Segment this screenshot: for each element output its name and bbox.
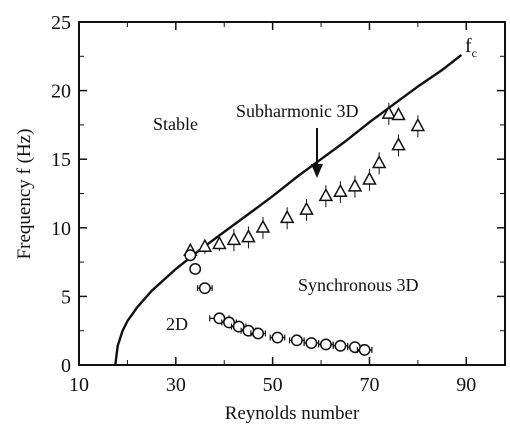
y-axis-title: Frequency f (Hz): [14, 129, 35, 260]
triangle-point-synchronous-3d: [197, 238, 213, 252]
circle-point-2d: [319, 338, 332, 351]
circle-point-2d: [271, 331, 284, 344]
critical-frequency-curve: [114, 53, 463, 366]
y-tick-label-0: 0: [61, 355, 71, 377]
synchronous-label: Synchronous 3D: [298, 275, 419, 295]
stable-label: Stable: [153, 114, 198, 134]
triangle-point-synchronous-3d: [212, 235, 227, 250]
fc-label-sub: c: [472, 46, 477, 60]
circle-point-2d: [242, 324, 255, 337]
x-tick-label-70: 70: [359, 374, 379, 396]
x-tick-label-90: 90: [456, 374, 476, 396]
y-tick-label-5: 5: [61, 286, 71, 308]
y-tick-label-20: 20: [51, 81, 71, 103]
triangle-point-synchronous-3d: [381, 105, 397, 119]
y-tick-label-15: 15: [51, 149, 71, 171]
plot-frame: [78, 21, 506, 366]
circle-point-2d: [334, 339, 347, 352]
circle-point-2d: [348, 341, 361, 354]
circle-point-2d: [198, 282, 211, 295]
y-tick-label-10: 10: [51, 218, 71, 240]
marker-layer: [183, 102, 426, 356]
x-tick-label-10: 10: [69, 374, 89, 396]
fc-label: fc: [465, 35, 477, 60]
triangle-point-synchronous-3d: [318, 187, 334, 202]
circle-point-2d: [184, 249, 197, 262]
triangle-point-synchronous-3d: [371, 154, 387, 169]
circle-point-2d: [290, 334, 303, 347]
ticks-layer: 10 30 50 70 90 0 5 10 15 20 25: [51, 12, 505, 396]
y-tick-label-25: 25: [51, 12, 71, 34]
triangle-point-synchronous-3d: [347, 178, 363, 192]
arrow-head: [311, 164, 323, 178]
circle-point-2d: [189, 263, 202, 275]
x-tick-label-50: 50: [263, 374, 283, 396]
triangle-point-synchronous-3d: [333, 183, 348, 198]
triangle-point-synchronous-3d: [255, 219, 271, 233]
triangle-point-synchronous-3d: [226, 231, 242, 246]
triangle-point-synchronous-3d: [279, 209, 295, 224]
triangle-point-synchronous-3d: [391, 137, 406, 151]
subharmonic-arrow: [311, 128, 323, 178]
fc-label-main: f: [465, 35, 472, 57]
triangle-point-synchronous-3d: [241, 229, 256, 243]
circle-point-2d: [358, 343, 371, 356]
circle-point-2d: [252, 327, 265, 340]
x-tick-label-30: 30: [166, 374, 186, 396]
x-axis-title: Reynolds number: [225, 403, 360, 424]
subharmonic-label: Subharmonic 3D: [236, 101, 358, 121]
circle-point-2d: [305, 337, 318, 349]
triangle-point-synchronous-3d: [410, 117, 426, 132]
2d-label: 2D: [166, 314, 188, 334]
triangle-point-synchronous-3d: [299, 201, 314, 215]
triangle-point-synchronous-3d: [362, 171, 377, 185]
triangle-point-synchronous-3d: [391, 106, 406, 121]
curve-layer: [114, 53, 463, 366]
